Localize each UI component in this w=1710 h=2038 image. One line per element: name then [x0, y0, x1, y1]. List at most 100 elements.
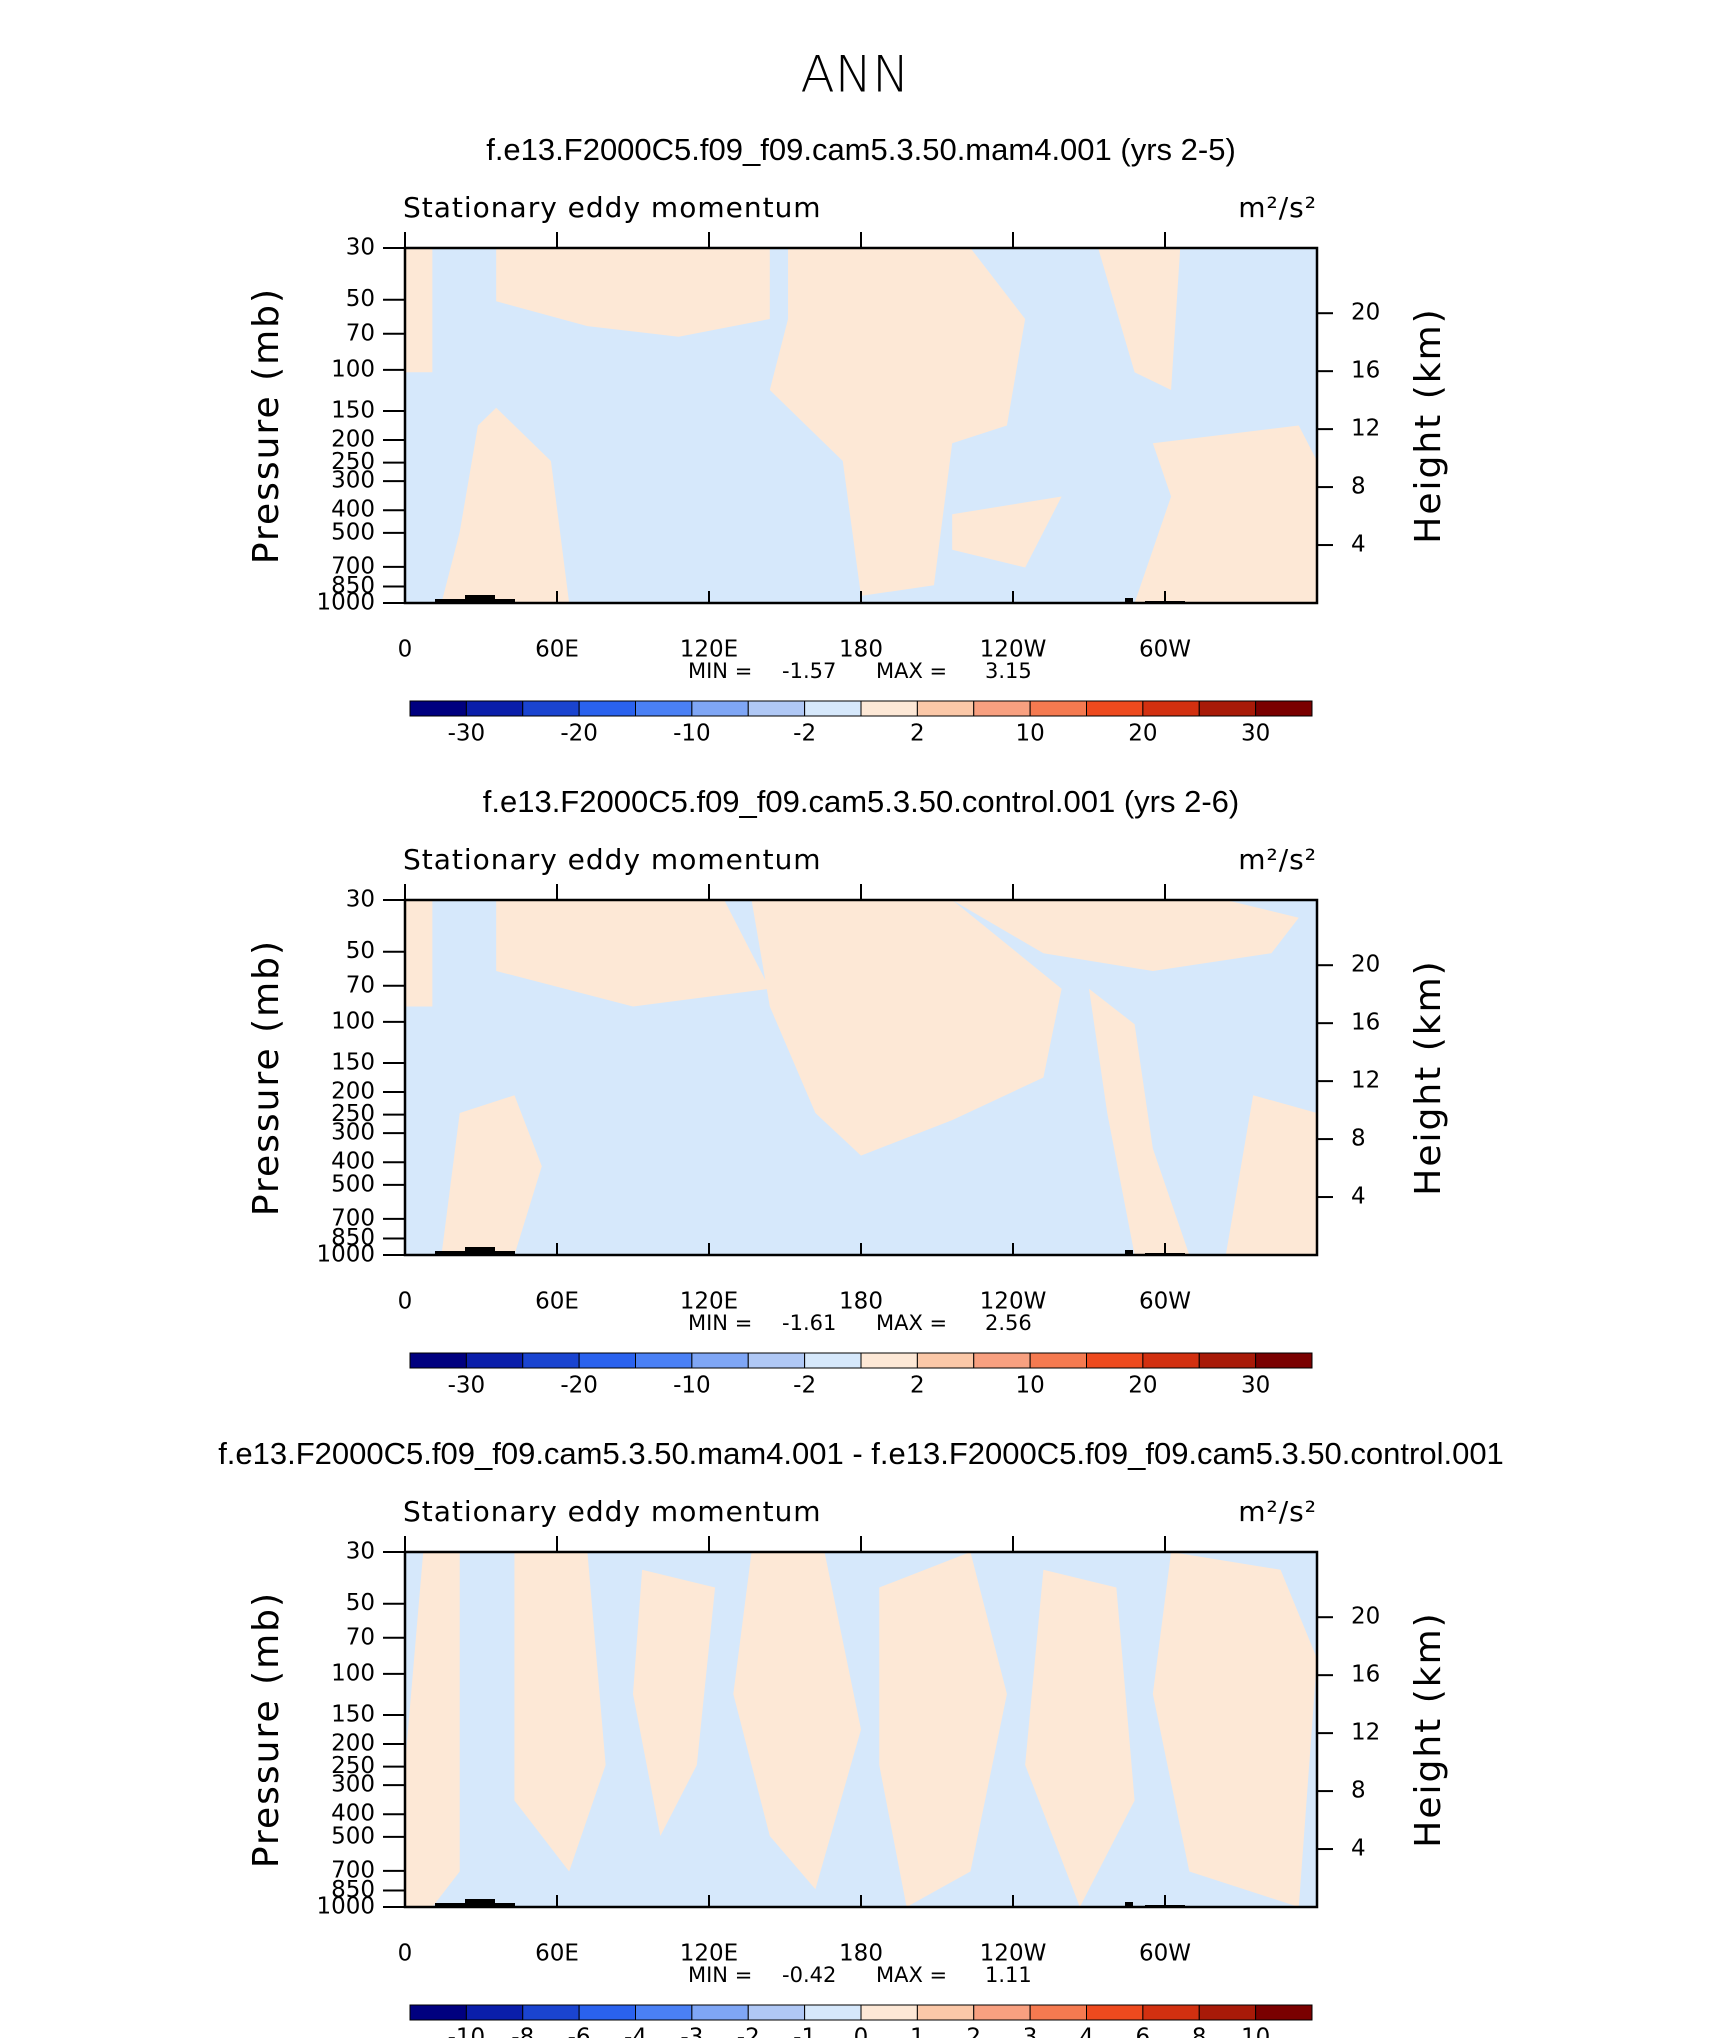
y-tick-label: 100: [331, 1660, 375, 1686]
colorbar-box: [973, 1352, 1031, 1369]
y-axis-label: Pressure (mb): [246, 287, 287, 564]
y-tick-label: 1000: [316, 590, 375, 616]
colorbar-label: 2: [966, 2025, 981, 2038]
max-value: 3.15: [985, 659, 1032, 683]
x-tick-label: 120W: [980, 637, 1047, 663]
y-tick-label: 70: [346, 972, 375, 998]
y-tick-label: 1000: [316, 1242, 375, 1268]
colorbar-box: [1086, 1352, 1144, 1369]
colorbar-box: [804, 700, 862, 717]
y-tick-label: 700: [331, 553, 375, 579]
y-tick-label: 30: [346, 887, 375, 913]
y-tick-label: 500: [331, 1823, 375, 1849]
y2-tick-label: 4: [1351, 1184, 1366, 1210]
colorbar-box: [1086, 2004, 1144, 2021]
colorbar-box: [691, 700, 749, 717]
x-tick-label: 60W: [1139, 1941, 1191, 1967]
colorbar-label: -3: [680, 2025, 703, 2038]
colorbar-box: [522, 2004, 580, 2021]
colorbar-box: [578, 700, 636, 717]
contour-fill: [633, 1569, 716, 1836]
y2-axis-label: Height (km): [1408, 1611, 1449, 1847]
min-label: MIN =: [688, 1311, 752, 1335]
colorbar-box: [747, 700, 806, 717]
panel-title: f.e13.F2000C5.f09_f09.cam5.3.50.control.…: [483, 784, 1240, 819]
colorbar-box: [860, 700, 918, 717]
x-tick-label: 120E: [680, 1941, 738, 1967]
y-tick-label: 300: [331, 468, 375, 494]
colorbar-box: [1029, 2004, 1087, 2021]
colorbar-box: [635, 700, 693, 717]
y-tick-label: 150: [331, 1701, 375, 1727]
x-tick-label: 60E: [535, 637, 579, 663]
colorbar-box: [409, 700, 467, 717]
colorbar-label: -1: [793, 2025, 816, 2038]
y-tick-label: 50: [346, 286, 375, 312]
colorbar-box: [916, 700, 975, 717]
colorbar-label: -30: [448, 1373, 486, 1399]
colorbar-label: 30: [1241, 1373, 1270, 1399]
figure-title: ANN: [800, 46, 909, 104]
colorbar-label: -30: [448, 721, 486, 747]
y-tick-label: 250: [331, 449, 375, 475]
contour-fill: [1025, 1569, 1135, 1907]
colorbar-label: 3: [1023, 2025, 1038, 2038]
colorbar-box: [465, 1352, 524, 1369]
colorbar-label: -10: [448, 2025, 486, 2038]
colorbar-label: 2: [910, 721, 925, 747]
max-value: 2.56: [985, 1311, 1032, 1335]
x-tick-label: 60E: [535, 1289, 579, 1315]
max-label: MAX =: [876, 1311, 947, 1335]
contour-fill: [496, 248, 770, 337]
colorbar-box: [973, 700, 1031, 717]
y2-axis-label: Height (km): [1408, 959, 1449, 1195]
colorbar-box: [973, 2004, 1031, 2021]
colorbar-box: [1142, 700, 1200, 717]
colorbar-box: [916, 2004, 975, 2021]
subtitle: Stationary eddy momentum: [403, 843, 822, 876]
y-tick-label: 100: [331, 1008, 375, 1034]
colorbar-label: 20: [1128, 721, 1157, 747]
y-tick-label: 50: [346, 938, 375, 964]
contour-fill: [1225, 1095, 1317, 1255]
y-tick-label: 70: [346, 1624, 375, 1650]
x-tick-label: 180: [839, 637, 883, 663]
y-tick-label: 150: [331, 1049, 375, 1075]
y-tick-label: 250: [331, 1101, 375, 1127]
x-tick-label: 60W: [1139, 637, 1191, 663]
y2-tick-label: 4: [1351, 1836, 1366, 1862]
colorbar-label: -6: [568, 2025, 591, 2038]
y-tick-label: 200: [331, 1731, 375, 1757]
contour-fill: [441, 1095, 542, 1255]
colorbar-box: [1142, 1352, 1200, 1369]
colorbar-label: -10: [673, 721, 711, 747]
contour-fill: [952, 900, 1299, 971]
y2-tick-label: 4: [1351, 532, 1366, 558]
colorbar-box: [1142, 2004, 1200, 2021]
contour-fill: [1134, 425, 1317, 603]
y-tick-label: 850: [331, 573, 375, 599]
y2-tick-label: 20: [1351, 300, 1380, 326]
y-tick-label: 300: [331, 1772, 375, 1798]
y2-tick-label: 12: [1351, 1068, 1380, 1094]
colorbar-label: -2: [793, 721, 816, 747]
colorbar-box: [522, 1352, 580, 1369]
colorbar-box: [1029, 1352, 1087, 1369]
colorbar-box: [635, 2004, 693, 2021]
colorbar-label: -10: [673, 1373, 711, 1399]
colorbar-box: [1198, 2004, 1257, 2021]
colorbar-label: 10: [1241, 2025, 1270, 2038]
colorbar-box: [1198, 1352, 1257, 1369]
colorbar-label: -2: [793, 1373, 816, 1399]
colorbar-label: -20: [560, 1373, 598, 1399]
colorbar-box: [578, 2004, 636, 2021]
y-tick-label: 300: [331, 1120, 375, 1146]
colorbar-box: [465, 700, 524, 717]
y-tick-label: 700: [331, 1857, 375, 1883]
colorbar-box: [747, 2004, 806, 2021]
x-tick-label: 120W: [980, 1941, 1047, 1967]
colorbar-box: [465, 2004, 524, 2021]
y-tick-label: 200: [331, 1079, 375, 1105]
colorbar-label: -4: [624, 2025, 647, 2038]
max-label: MAX =: [876, 1963, 947, 1987]
